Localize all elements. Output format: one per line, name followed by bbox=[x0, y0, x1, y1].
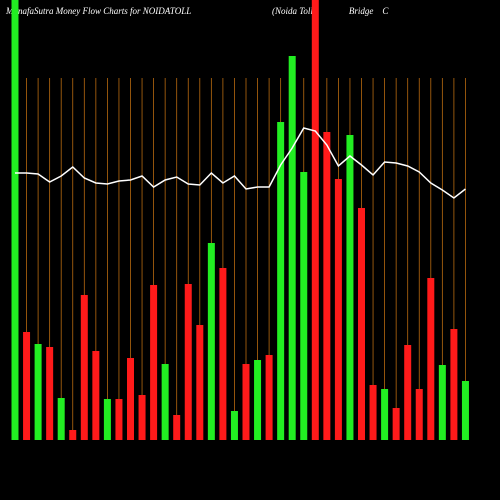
bar bbox=[461, 381, 469, 440]
bar bbox=[334, 179, 342, 440]
money-flow-line bbox=[15, 127, 466, 199]
bar bbox=[415, 389, 423, 440]
bar bbox=[23, 332, 31, 440]
bar bbox=[311, 0, 319, 440]
bar bbox=[265, 355, 273, 440]
bar bbox=[57, 398, 65, 440]
bar bbox=[381, 389, 389, 440]
bar bbox=[69, 430, 77, 440]
bar bbox=[103, 399, 111, 440]
bar bbox=[46, 347, 54, 440]
bar bbox=[300, 172, 308, 440]
bar bbox=[346, 135, 354, 440]
bar bbox=[127, 358, 134, 440]
chart-subtitle: (Noida Toll Bridge C bbox=[272, 6, 389, 16]
bar bbox=[230, 411, 238, 440]
bar bbox=[92, 351, 100, 440]
bar bbox=[80, 295, 88, 440]
bar bbox=[450, 329, 458, 440]
bar bbox=[34, 344, 42, 440]
bar bbox=[207, 243, 215, 440]
bar bbox=[323, 132, 331, 440]
bar bbox=[138, 395, 146, 440]
bar bbox=[254, 360, 262, 440]
bar bbox=[196, 325, 204, 440]
bar bbox=[161, 364, 169, 440]
bar bbox=[184, 284, 192, 440]
bar bbox=[404, 345, 412, 440]
bar bbox=[392, 408, 400, 440]
bar bbox=[173, 415, 181, 440]
bar bbox=[11, 0, 19, 440]
bar bbox=[427, 278, 435, 440]
bar bbox=[438, 365, 446, 440]
bar bbox=[358, 208, 365, 440]
bar bbox=[288, 56, 296, 440]
bar bbox=[277, 122, 285, 440]
bar bbox=[150, 285, 158, 440]
chart-title: MunafaSutra Money Flow Charts for NOIDAT… bbox=[5, 6, 191, 16]
bar bbox=[369, 385, 377, 440]
bar bbox=[219, 268, 227, 440]
bar bbox=[242, 364, 250, 440]
bar bbox=[115, 399, 123, 440]
